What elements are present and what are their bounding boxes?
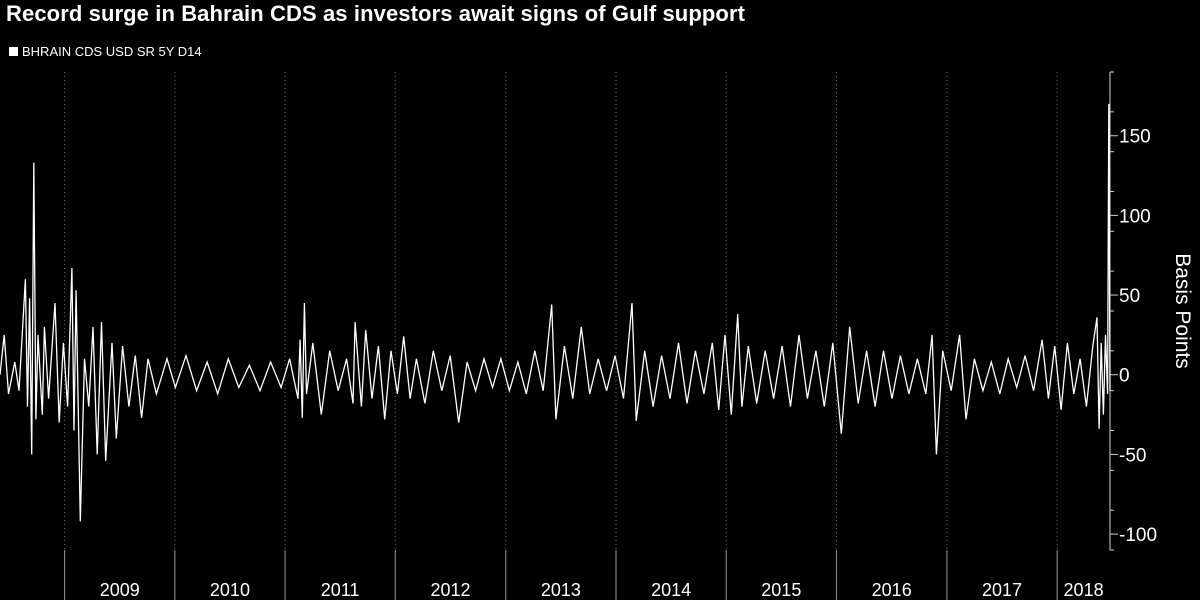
- axes: [64, 71, 1118, 600]
- x-tick-label: 2016: [872, 580, 912, 600]
- x-tick-label: 2009: [100, 580, 140, 600]
- y-tick-label: 100: [1119, 206, 1151, 227]
- x-tick-label: 2015: [761, 580, 801, 600]
- series-line-0: [0, 103, 1111, 522]
- x-tick-label: 2011: [321, 580, 360, 600]
- series-layer: [0, 103, 1111, 522]
- y-tick-label: 0: [1119, 366, 1130, 387]
- y-tick-label: -100: [1119, 525, 1157, 546]
- tick-labels: 2009 2010 2011 2012 2013 2014 2015 2016 2017 2018…: [100, 127, 1194, 600]
- x-tick-label: 2018: [1064, 580, 1104, 600]
- x-tick-label: 2012: [430, 580, 470, 600]
- x-tick-label: 2014: [651, 580, 691, 600]
- y-axis-title: Basis Points: [1171, 253, 1194, 369]
- x-tick-label: 2017: [982, 580, 1022, 600]
- chart-title: Record surge in Bahrain CDS as investors…: [6, 1, 746, 26]
- y-tick-label: -50: [1119, 445, 1146, 466]
- x-tick-label: 2013: [541, 580, 581, 600]
- legend-swatch: [9, 47, 18, 56]
- legend[interactable]: BHRAIN CDS USD SR 5Y D14: [9, 44, 202, 59]
- y-tick-label: 150: [1119, 127, 1151, 148]
- y-tick-label: 50: [1119, 286, 1140, 307]
- gridlines: [64, 72, 1058, 550]
- x-tick-label: 2010: [210, 580, 250, 600]
- legend-label: BHRAIN CDS USD SR 5Y D14: [22, 44, 202, 59]
